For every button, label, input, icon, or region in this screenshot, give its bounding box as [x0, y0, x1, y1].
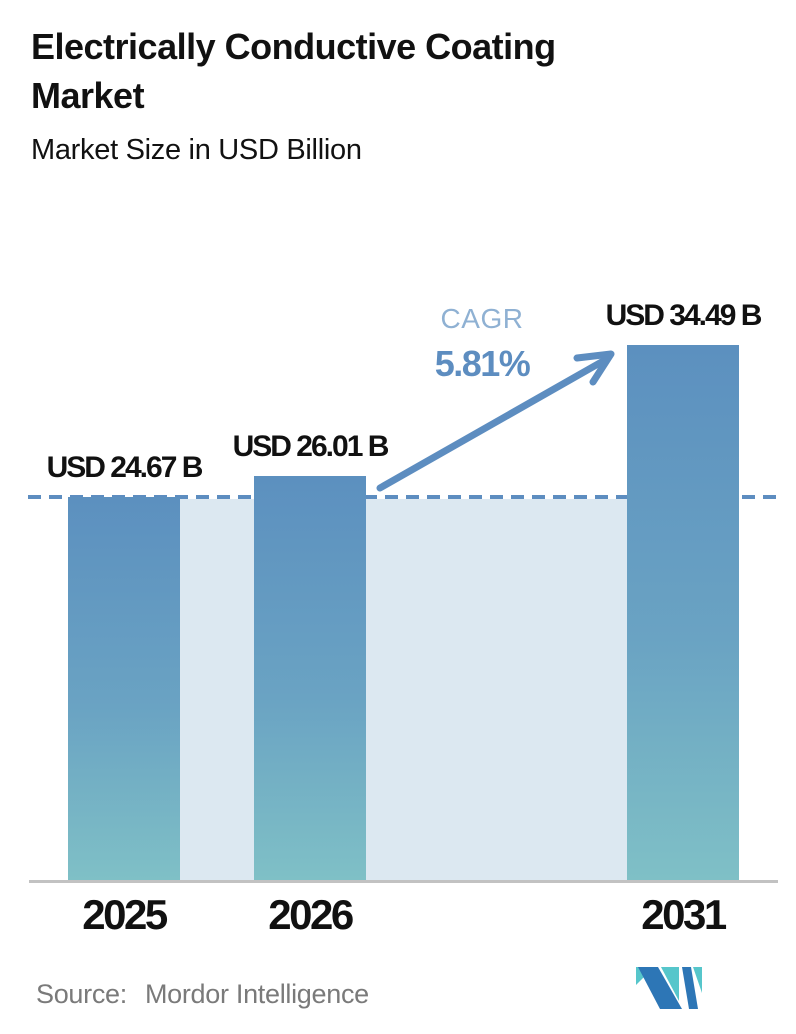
chart-title-line2: Market [31, 75, 145, 116]
x-axis-label-2025: 2025 [82, 891, 168, 938]
cagr-value: 5.81% [434, 343, 531, 384]
mordor-intelligence-logo [636, 967, 702, 1009]
chart-title-line1: Electrically Conductive Coating [31, 26, 556, 67]
bar-value-label-2025: USD 24.67 B [46, 451, 204, 484]
bar-2031 [627, 345, 739, 880]
growth-arrow-icon [376, 350, 615, 492]
x-axis-label-2026: 2026 [268, 891, 354, 938]
bar-2025 [68, 497, 180, 880]
source-attribution: Source: Mordor Intelligence [36, 977, 369, 1011]
bar-value-label-2026: USD 26.01 B [232, 430, 390, 463]
bar-2026 [254, 476, 366, 880]
chart-subtitle: Market Size in USD Billion [31, 134, 362, 166]
source-value: Mordor Intelligence [144, 979, 369, 1009]
source-label: Source: [36, 979, 127, 1009]
bar-value-label-2031: USD 34.49 B [605, 299, 763, 332]
chart-title: Electrically Conductive Coating Market [31, 22, 556, 120]
x-axis-label-2031: 2031 [641, 891, 727, 938]
dashed-reference-line [28, 495, 781, 499]
x-axis-line [29, 880, 778, 883]
cagr-label: CAGR [440, 303, 524, 334]
cagr-annotation: CAGR 5.81% [382, 303, 582, 384]
